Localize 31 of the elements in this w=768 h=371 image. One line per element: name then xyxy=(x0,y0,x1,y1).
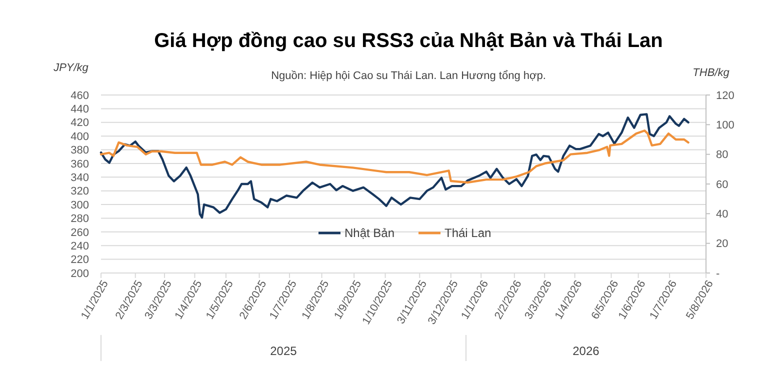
y-tick-label: 260 xyxy=(70,226,89,239)
y-tick-label: 280 xyxy=(70,213,89,226)
y-tick-label: 360 xyxy=(70,158,89,170)
y2-tick-label: - xyxy=(716,268,720,280)
y-tick-label: 300 xyxy=(70,199,89,212)
line-series xyxy=(100,113,690,219)
y-tick-label: 200 xyxy=(70,268,89,280)
y2-tick-label: 120 xyxy=(716,90,734,102)
y-tick-label: 420 xyxy=(70,117,89,130)
y-tick-label: 380 xyxy=(70,144,89,157)
y2-tick-label: 80 xyxy=(716,149,728,162)
y-tick-label: 320 xyxy=(70,186,89,198)
text: 2026 xyxy=(572,344,600,358)
y-tick-label: 240 xyxy=(70,240,89,252)
text: 2025 xyxy=(270,344,298,358)
chart-title: Giá Hợp đồng cao su RSS3 của Nhật Bản và Thái Lan xyxy=(154,30,663,52)
legend-label: Nhật Bản xyxy=(344,226,395,240)
y-tick-label: 340 xyxy=(70,172,89,184)
y-tick-label: 460 xyxy=(70,90,89,102)
legend-label: Thái Lan xyxy=(444,226,492,240)
y2-axis-title: THB/kg xyxy=(692,67,730,79)
chart-subtitle: Nguồn: Hiệp hội Cao su Thái Lan. Lan Hương tổng hợp. xyxy=(271,70,546,82)
y2-tick-label: 20 xyxy=(716,238,728,250)
y2-tick-label: 40 xyxy=(716,208,728,221)
y-axis-title: JPY/kg xyxy=(52,62,90,74)
line-series xyxy=(100,130,690,184)
y-tick-label: 400 xyxy=(70,130,89,143)
y2-tick-label: 60 xyxy=(716,178,728,191)
y2-tick-label: 100 xyxy=(716,120,734,132)
y-tick-label: 220 xyxy=(70,254,89,266)
y-tick-label: 440 xyxy=(70,104,89,116)
